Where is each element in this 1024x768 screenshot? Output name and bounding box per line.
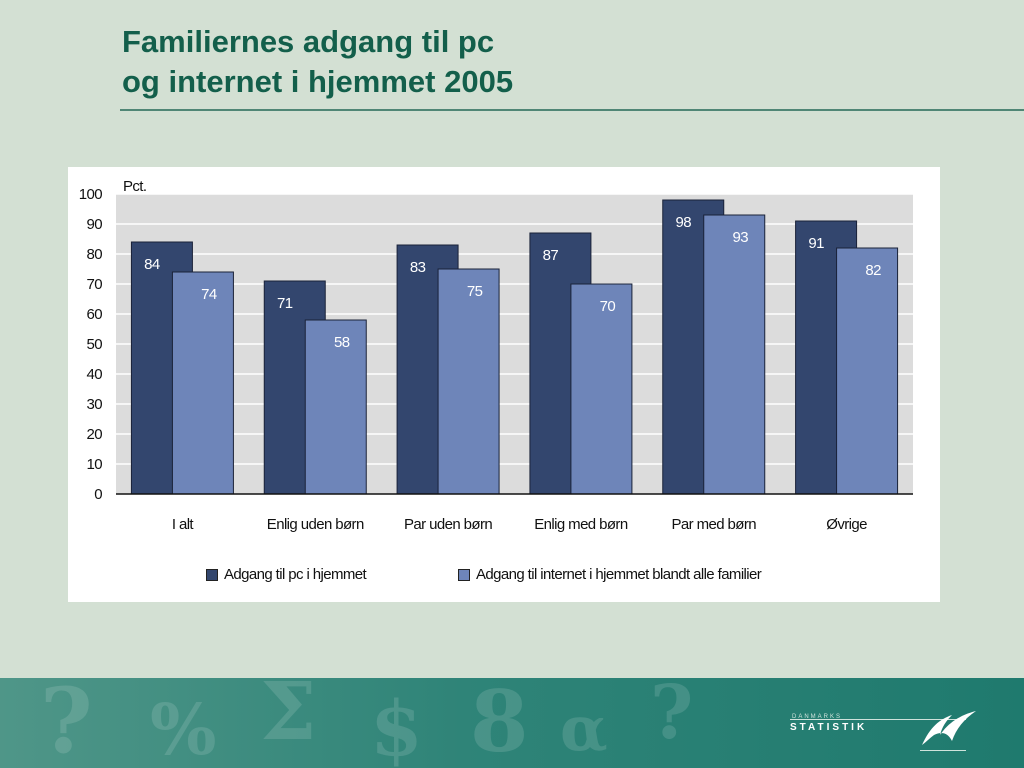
bar-internet [703,214,766,495]
y-tick-label: 20 [87,426,103,443]
data-label: 71 [277,295,293,312]
chart-panel: 84 74 71 58 83 75 87 70 98 93 91 82 0 10 20 30 40 50 60 70… [68,167,940,602]
data-label: 93 [733,229,749,246]
legend-label-pc: Adgang til pc i hjemmet [224,566,367,583]
y-tick-label: 60 [87,306,103,323]
logo-bird-icon [922,711,976,745]
bar-internet [570,283,633,495]
logo-small-text: DANMARKS [792,714,843,720]
chart-legend: Adgang til pc i hjemmet Adgang til inter… [68,566,940,590]
data-label: 98 [676,214,692,231]
y-tick-label: 100 [79,186,102,203]
bar-internet [304,319,367,495]
data-label: 82 [865,262,881,279]
footer-decorative-band: ? % Σ $ 8 α ? [0,678,1024,768]
x-tick-label: Enlig med børn [534,516,628,533]
y-tick-label: 50 [87,336,103,353]
logo-rule-bottom [920,750,966,751]
y-tick-label: 0 [94,486,102,503]
legend-item-internet: Adgang til internet i hjemmet blandt all… [458,566,762,583]
bar-internet [836,247,899,495]
legend-label-internet: Adgang til internet i hjemmet blandt all… [476,566,762,583]
slide-title-line-2: og internet i hjemmet 2005 [122,64,514,99]
y-unit-label: Pct. [123,178,146,195]
decorative-glyph: ? [40,678,93,768]
y-tick-label: 30 [87,396,103,413]
slide-title: Familiernes adgang til pc og internet i … [122,22,513,102]
x-tick-label: Par med børn [672,516,757,533]
bar-internet [437,268,500,495]
decorative-glyph: % [150,688,217,768]
y-tick-label: 70 [87,276,103,293]
data-label: 70 [600,298,616,315]
data-label: 87 [543,247,559,264]
data-label: 91 [808,235,824,252]
x-tick-label: Enlig uden børn [267,516,364,533]
bar-chart: 84 74 71 58 83 75 87 70 98 93 91 82 0 10 20 30 40 50 60 70… [79,178,913,533]
slide-title-line-1: Familiernes adgang til pc [122,24,495,59]
decorative-glyph: Σ [260,678,317,758]
logo-rule-top [790,719,966,720]
bar-internet [171,271,234,495]
decorative-glyph: 8 [470,678,529,768]
x-tick-label: Par uden børn [404,516,492,533]
legend-item-pc: Adgang til pc i hjemmet [206,566,367,583]
y-tick-label: 90 [87,216,103,233]
logo-main-text: STATISTIK [790,722,868,733]
legend-swatch-internet [458,568,470,581]
data-label: 74 [201,286,217,303]
data-label: 75 [467,283,483,300]
x-tick-label: I alt [172,516,195,533]
data-label: 58 [334,334,350,351]
decorative-glyph: $ [370,684,423,768]
decorative-glyph: α [560,692,608,765]
y-tick-label: 80 [87,246,103,263]
y-tick-label: 10 [87,456,103,473]
x-tick-label: Øvrige [826,516,867,533]
data-label: 84 [144,256,160,273]
legend-swatch-pc [206,568,218,581]
title-divider [120,109,1024,111]
data-label: 83 [410,259,426,276]
decorative-glyph: ? [650,678,694,756]
y-tick-label: 40 [87,366,103,383]
